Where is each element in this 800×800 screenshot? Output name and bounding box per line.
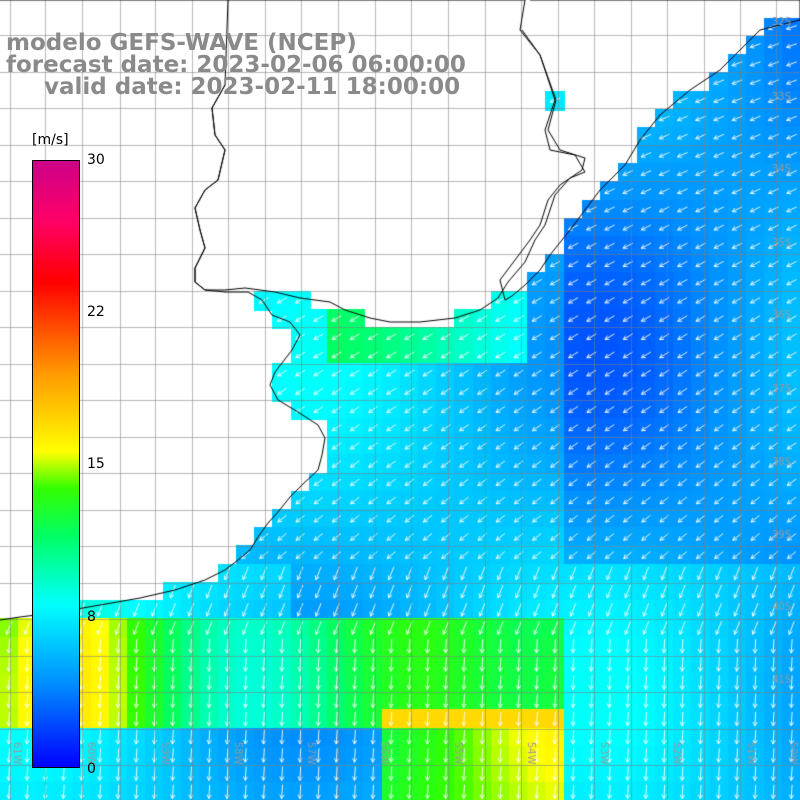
colorbar-tick-8: 8: [87, 609, 96, 625]
colorbar: [32, 160, 80, 768]
colorbar-tick-30: 30: [87, 152, 105, 168]
model-title: modelo GEFS-WAVE (NCEP): [6, 30, 357, 56]
colorbar-tick-15: 15: [87, 456, 105, 472]
forecast-date-label: forecast date: 2023-02-06 06:00:00: [6, 52, 466, 78]
colorbar-tick-22: 22: [87, 304, 105, 320]
colorbar-tick-0: 0: [87, 761, 96, 777]
valid-date-label: valid date: 2023-02-11 18:00:00: [44, 74, 461, 100]
colorbar-unit-label: [m/s]: [32, 132, 69, 148]
